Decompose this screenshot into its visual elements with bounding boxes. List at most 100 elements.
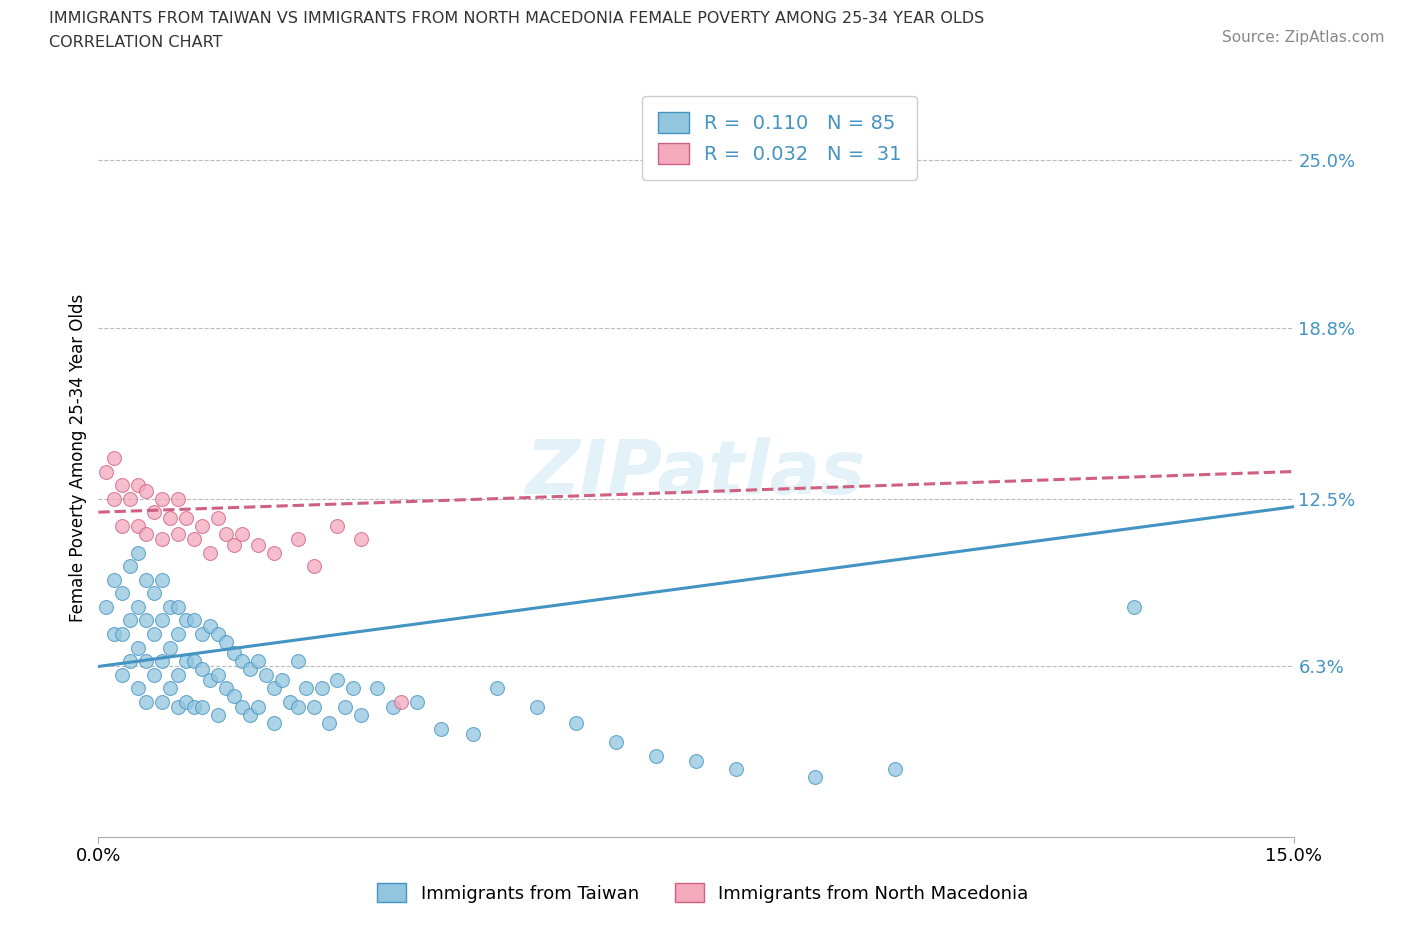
Point [461, 726, 484, 741]
Point [326, 672, 349, 687]
Point [198, 618, 221, 633]
Point [215, 681, 238, 696]
Point [605, 735, 627, 750]
Point [246, 699, 269, 714]
Text: CORRELATION CHART: CORRELATION CHART [49, 35, 222, 50]
Point [159, 640, 181, 655]
Point [1123, 600, 1146, 615]
Point [724, 762, 747, 777]
Point [120, 613, 142, 628]
Point [207, 708, 229, 723]
Point [685, 753, 707, 768]
Point [645, 749, 668, 764]
Point [159, 511, 181, 525]
Point [167, 627, 190, 642]
Point [239, 662, 262, 677]
Legend: R =  0.110   N = 85, R =  0.032   N =  31: R = 0.110 N = 85, R = 0.032 N = 31 [643, 97, 917, 179]
Point [430, 722, 453, 737]
Point [222, 689, 245, 704]
Point [207, 627, 229, 642]
Point [270, 672, 292, 687]
Point [120, 654, 142, 669]
Point [350, 532, 373, 547]
Point [198, 672, 221, 687]
Point [143, 505, 166, 520]
Point [382, 699, 405, 714]
Point [254, 667, 277, 682]
Point [804, 770, 827, 785]
Point [135, 654, 157, 669]
Point [103, 450, 125, 465]
Point [120, 491, 142, 506]
Point [246, 538, 269, 552]
Point [231, 654, 253, 669]
Point [96, 464, 118, 479]
Point [222, 645, 245, 660]
Point [143, 627, 166, 642]
Point [311, 681, 333, 696]
Point [406, 694, 429, 709]
Point [167, 667, 190, 682]
Point [127, 681, 149, 696]
Point [167, 600, 190, 615]
Point [215, 634, 238, 649]
Point [183, 613, 205, 628]
Point [485, 681, 508, 696]
Point [263, 681, 285, 696]
Point [96, 600, 118, 615]
Point [127, 600, 149, 615]
Point [335, 699, 357, 714]
Point [287, 654, 309, 669]
Point [143, 667, 166, 682]
Point [174, 613, 197, 628]
Point [127, 545, 149, 560]
Point [342, 681, 364, 696]
Point [239, 708, 262, 723]
Point [207, 667, 229, 682]
Point [389, 694, 412, 709]
Point [263, 716, 285, 731]
Point [111, 478, 134, 493]
Point [174, 654, 197, 669]
Point [103, 572, 125, 587]
Point [103, 627, 125, 642]
Point [183, 699, 205, 714]
Point [302, 559, 325, 574]
Text: IMMIGRANTS FROM TAIWAN VS IMMIGRANTS FROM NORTH MACEDONIA FEMALE POVERTY AMONG 2: IMMIGRANTS FROM TAIWAN VS IMMIGRANTS FRO… [49, 11, 984, 26]
Point [207, 511, 229, 525]
Point [167, 526, 190, 541]
Point [103, 491, 125, 506]
Point [287, 699, 309, 714]
Point [366, 681, 388, 696]
Point [287, 532, 309, 547]
Point [135, 483, 157, 498]
Point [191, 662, 214, 677]
Point [167, 699, 190, 714]
Point [111, 518, 134, 533]
Point [231, 526, 253, 541]
Point [135, 526, 157, 541]
Point [191, 627, 214, 642]
Point [167, 491, 190, 506]
Point [884, 762, 907, 777]
Point [150, 613, 173, 628]
Point [278, 694, 301, 709]
Point [222, 538, 245, 552]
Legend: Immigrants from Taiwan, Immigrants from North Macedonia: Immigrants from Taiwan, Immigrants from … [368, 873, 1038, 911]
Point [231, 699, 253, 714]
Point [198, 545, 221, 560]
Point [318, 716, 340, 731]
Point [302, 699, 325, 714]
Point [135, 694, 157, 709]
Point [135, 572, 157, 587]
Point [174, 511, 197, 525]
Point [150, 654, 173, 669]
Point [127, 478, 149, 493]
Point [159, 681, 181, 696]
Y-axis label: Female Poverty Among 25-34 Year Olds: Female Poverty Among 25-34 Year Olds [69, 294, 87, 622]
Point [526, 699, 548, 714]
Text: ZIPatlas: ZIPatlas [526, 437, 866, 510]
Text: Source: ZipAtlas.com: Source: ZipAtlas.com [1222, 30, 1385, 45]
Point [150, 532, 173, 547]
Point [350, 708, 373, 723]
